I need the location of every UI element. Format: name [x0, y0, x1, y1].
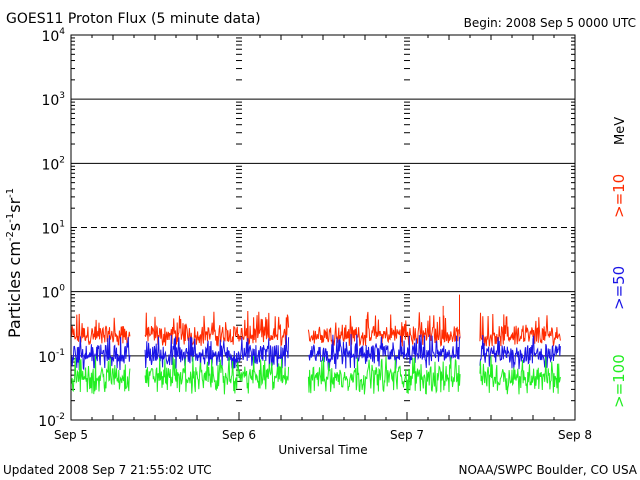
y-axis-unit-sr-exp: -1 — [5, 188, 16, 198]
y-axis-unit-sr: sr — [5, 197, 24, 212]
chart-title: GOES11 Proton Flux (5 minute data) — [6, 11, 261, 27]
begin-time: Begin: 2008 Sep 5 0000 UTC — [464, 16, 636, 30]
x-axis-label: Universal Time — [278, 443, 367, 457]
y-tick-exponent: 1 — [59, 220, 65, 230]
y-tick-base: 10 — [41, 29, 59, 45]
legend-ge50: >=50 — [610, 266, 628, 310]
x-tick-labels: Sep 5 Sep 6 Sep 7 Sep 8 — [54, 428, 592, 442]
series-layer — [71, 294, 561, 395]
y-tick-base: 10 — [38, 414, 56, 430]
plot-frame — [70, 34, 576, 421]
legend-ge10: >=10 — [610, 174, 628, 218]
series-line-1 — [479, 334, 561, 370]
series-line-0 — [307, 311, 461, 347]
y-tick-label: 100 — [41, 284, 65, 302]
x-tick-label: Sep 8 — [558, 428, 592, 442]
legend-units-mev: MeV — [613, 117, 628, 145]
y-axis-unit-s: s — [5, 223, 24, 231]
series-line-2 — [479, 356, 561, 395]
series-line-1 — [144, 334, 290, 371]
updated-timestamp: Updated 2008 Sep 7 21:55:02 UTC — [3, 463, 212, 477]
x-tick-label: Sep 7 — [390, 428, 424, 442]
series-line-2 — [71, 355, 131, 395]
series-line-1 — [308, 334, 461, 370]
y-axis-label-base: Particles cm — [5, 241, 24, 338]
y-tick-exponent: -2 — [56, 412, 65, 422]
y-tick-label: 10-2 — [38, 412, 65, 430]
y-tick-base: 10 — [41, 157, 59, 173]
x-tick-label: Sep 5 — [54, 428, 88, 442]
series-line-0 — [479, 312, 561, 347]
y-tick-exponent: 3 — [59, 91, 65, 101]
y-tick-exponent: 0 — [59, 284, 65, 294]
y-tick-exponent: 2 — [59, 155, 65, 165]
y-tick-exponent: -1 — [56, 348, 65, 358]
y-tick-label: 102 — [41, 155, 65, 173]
series-line-1 — [71, 335, 131, 371]
series-line-2 — [144, 355, 290, 395]
y-axis-label: Particles cm-2s-1sr-1 — [5, 188, 24, 338]
y-tick-exponent: 4 — [59, 27, 65, 37]
y-axis-unit-s-exp: -1 — [5, 213, 16, 223]
y-tick-base: 10 — [38, 350, 56, 366]
y-tick-label: 104 — [41, 27, 65, 45]
credit-line: NOAA/SWPC Boulder, CO USA — [459, 463, 638, 477]
y-tick-label: 10-1 — [38, 348, 65, 366]
series-line-0 — [144, 310, 290, 347]
y-tick-base: 10 — [41, 93, 59, 109]
legend-ge100: >=100 — [610, 354, 628, 408]
y-axis-unit-cm-exp: -2 — [5, 231, 16, 241]
y-tick-label: 101 — [41, 220, 65, 238]
y-tick-base: 10 — [41, 222, 59, 238]
y-tick-label: 103 — [41, 91, 65, 109]
y-tick-base: 10 — [41, 286, 59, 302]
x-tick-label: Sep 6 — [222, 428, 256, 442]
series-line-2 — [307, 356, 461, 395]
